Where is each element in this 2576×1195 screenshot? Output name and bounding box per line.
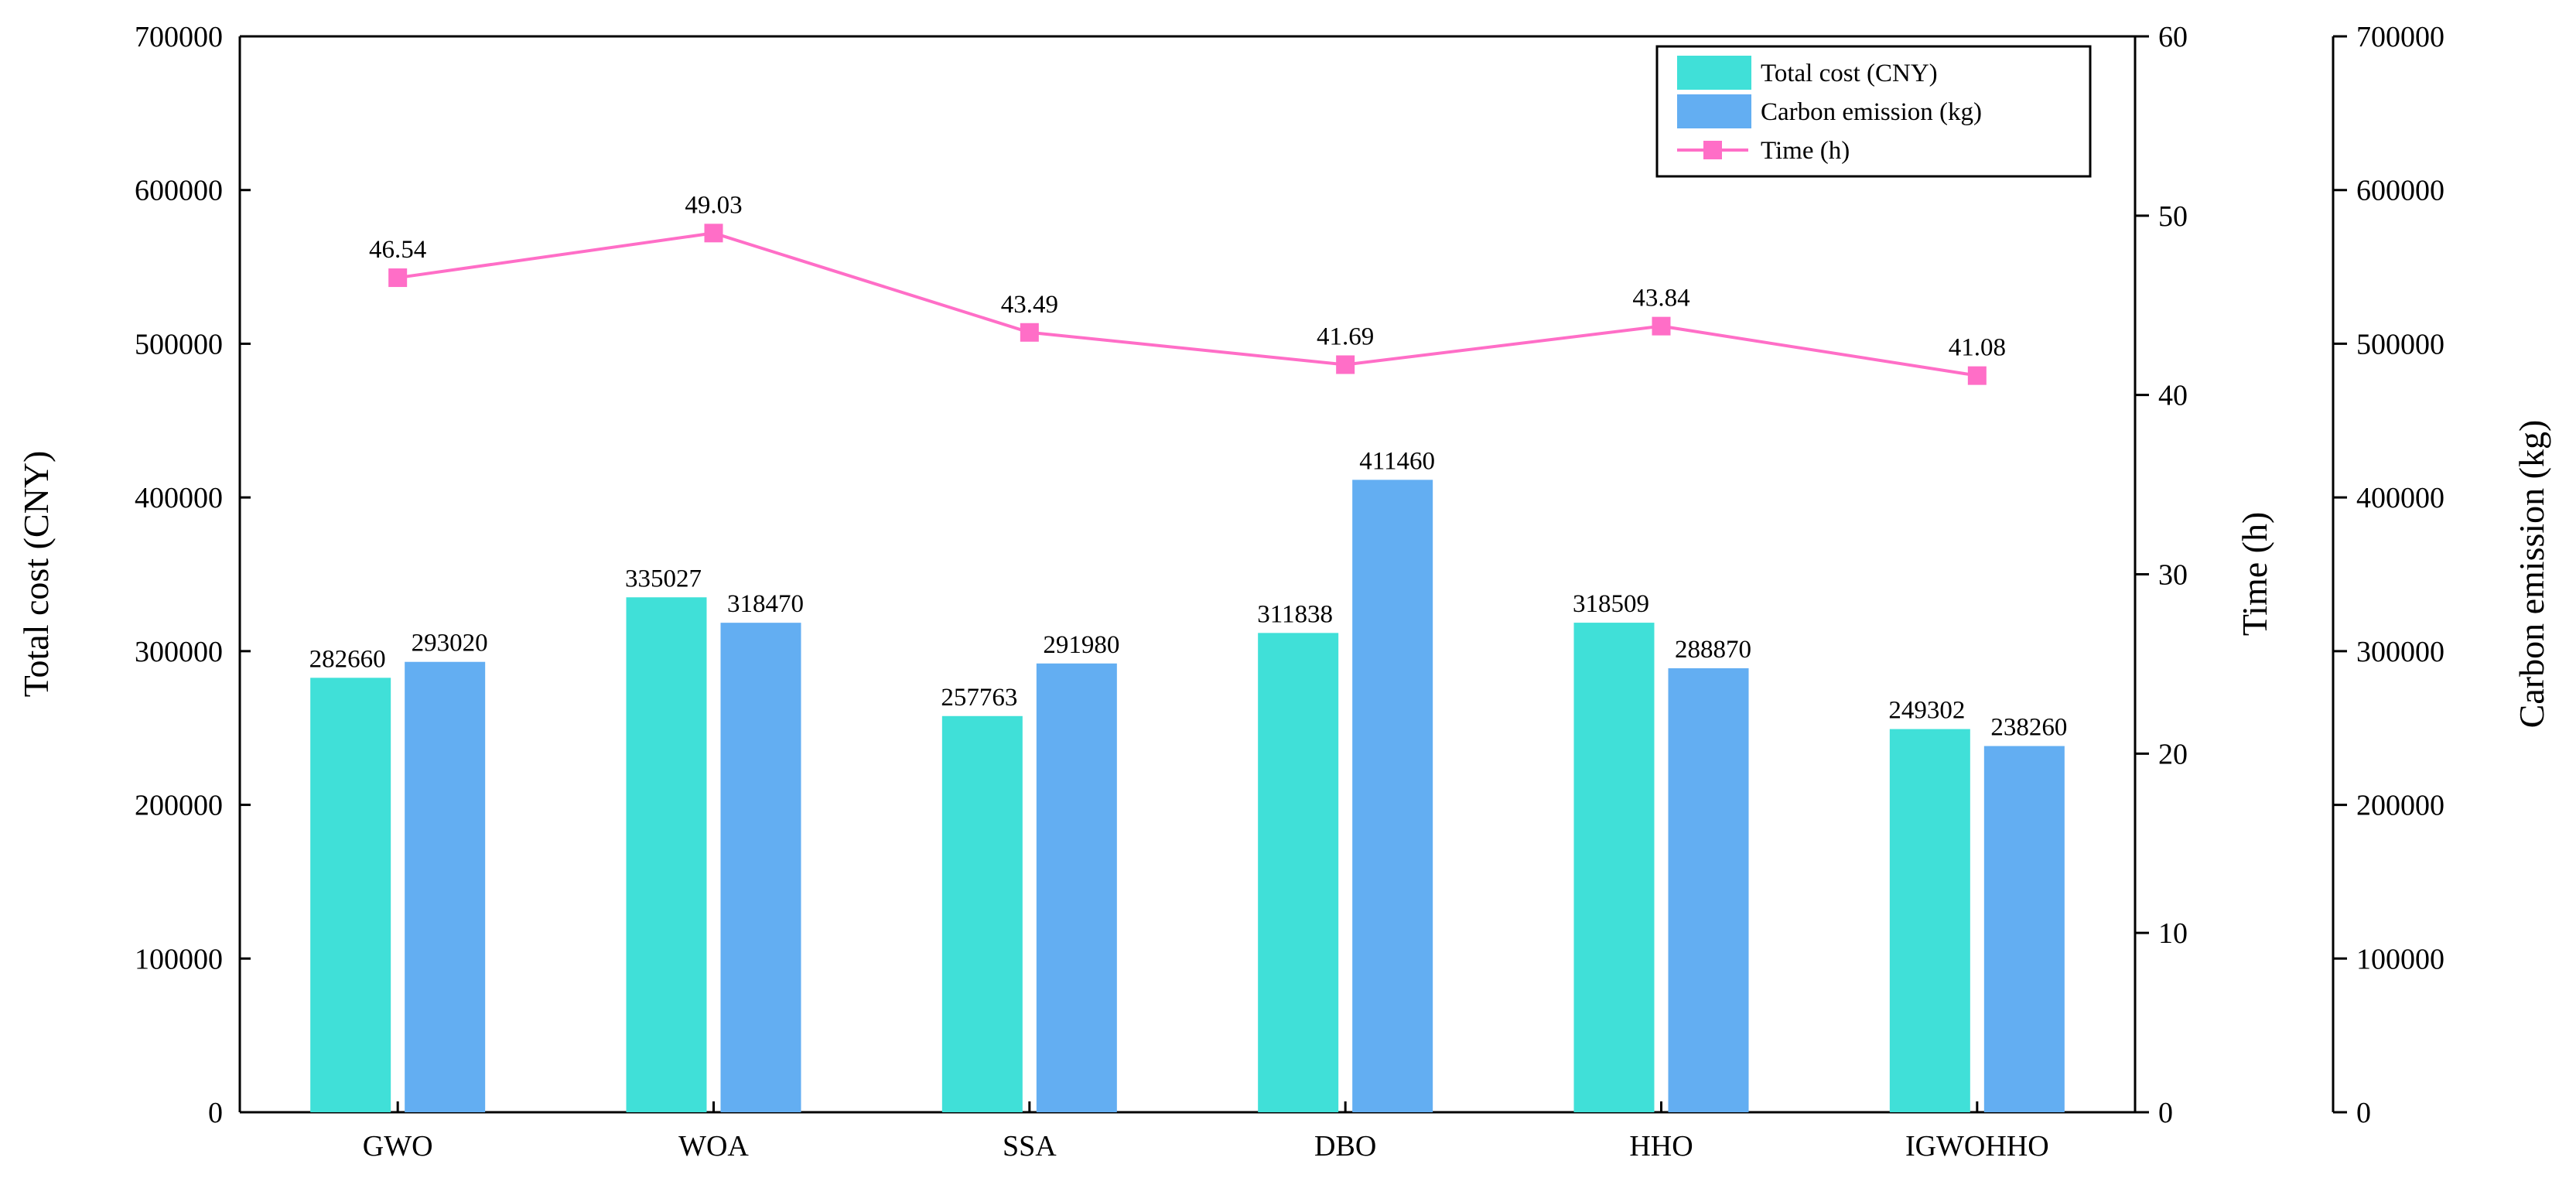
bars — [310, 480, 2065, 1112]
left-tick-label: 200000 — [135, 790, 223, 822]
total-cost-value-label: 311838 — [1257, 600, 1333, 628]
time-tick-label: 40 — [2158, 380, 2188, 412]
carbon-emission-value-label: 291980 — [1043, 631, 1119, 659]
time-tick-label: 0 — [2158, 1097, 2173, 1129]
time-value-label: 43.84 — [1632, 285, 1689, 312]
category-label: HHO — [1629, 1130, 1693, 1163]
legend-label: Carbon emission (kg) — [1761, 98, 1982, 126]
total-cost-bar — [626, 597, 707, 1112]
carbon-emission-bar — [405, 661, 486, 1112]
total-cost-bar — [1889, 729, 1970, 1112]
carbon-tick-label: 500000 — [2356, 328, 2444, 360]
total-cost-bar — [310, 678, 391, 1112]
carbon-axis-title: Carbon emission (kg) — [2512, 420, 2551, 729]
category-label: WOA — [678, 1130, 749, 1163]
carbon-tick-label: 200000 — [2356, 790, 2444, 822]
legend: Total cost (CNY) Carbon emission (kg) Time… — [1655, 45, 2092, 178]
category-labels: GWO WOA SSA DBO HHO IGWOHHO — [363, 1101, 2049, 1163]
carbon-tick-label: 300000 — [2356, 636, 2444, 668]
carbon-tick-label: 100000 — [2356, 943, 2444, 975]
carbon-emission-value-label: 293020 — [412, 630, 488, 657]
total-cost-bar — [1573, 623, 1655, 1112]
category-label: SSA — [1003, 1130, 1057, 1163]
carbon-emission-bar — [1352, 480, 1433, 1112]
legend-swatch — [1677, 56, 1751, 90]
carbon-tick-label: 600000 — [2356, 175, 2444, 207]
total-cost-value-label: 318509 — [1573, 590, 1649, 618]
carbon-tick-label: 700000 — [2356, 21, 2444, 53]
time-axis-title: Time (h) — [2235, 512, 2274, 637]
total-cost-value-label: 335027 — [625, 565, 702, 592]
time-tick-label: 20 — [2158, 738, 2188, 770]
legend-swatch — [1677, 94, 1751, 128]
bar-labels: 282660 293020 335027 318470 257763 291980 3118… — [309, 447, 2068, 741]
carbon-axis-ticks: 0 100000 200000 300000 400000 500000 600000 700… — [2333, 21, 2444, 1129]
time-axis-ticks: 0 10 20 30 40 50 60 — [2135, 21, 2188, 1129]
category-label: DBO — [1314, 1130, 1376, 1163]
time-line — [397, 231, 1978, 377]
time-tick-label: 50 — [2158, 200, 2188, 233]
left-tick-label: 300000 — [135, 636, 223, 668]
category-label: IGWOHHO — [1905, 1130, 2049, 1163]
left-tick-label: 100000 — [135, 943, 223, 975]
total-cost-value-label: 249302 — [1888, 697, 1965, 725]
carbon-emission-value-label: 318470 — [727, 590, 804, 618]
total-cost-value-label: 282660 — [309, 645, 386, 673]
carbon-tick-label: 0 — [2356, 1097, 2371, 1129]
carbon-emission-value-label: 288870 — [1675, 636, 1751, 664]
carbon-emission-bar — [1668, 667, 1749, 1112]
time-series: 46.54 49.03 43.49 41.69 43.84 41.08 — [369, 191, 2006, 385]
left-tick-label: 400000 — [135, 482, 223, 514]
total-cost-bar — [1258, 633, 1339, 1112]
time-value-label: 43.49 — [1001, 291, 1058, 319]
time-marker — [1967, 366, 1987, 385]
time-marker — [704, 224, 723, 243]
left-axis-ticks: 0 100000 200000 300000 400000 500000 600000 700… — [135, 21, 251, 1129]
time-value-label: 41.69 — [1317, 323, 1374, 350]
carbon-emission-bar — [720, 623, 801, 1112]
left-tick-label: 0 — [208, 1097, 223, 1129]
total-cost-value-label: 257763 — [941, 684, 1017, 712]
left-tick-label: 600000 — [135, 175, 223, 207]
carbon-emission-value-label: 238260 — [1990, 714, 2067, 742]
left-tick-label: 500000 — [135, 328, 223, 360]
legend-marker-swatch — [1703, 141, 1722, 159]
total-cost-bar — [941, 715, 1023, 1112]
legend-label: Total cost (CNY) — [1761, 60, 1938, 87]
carbon-emission-bar — [1036, 663, 1117, 1112]
carbon-emission-bar — [1983, 746, 2065, 1112]
time-tick-label: 10 — [2158, 917, 2188, 950]
left-axis-title: Total cost (CNY) — [16, 451, 56, 698]
time-marker — [1336, 355, 1355, 374]
time-value-label: 49.03 — [685, 191, 742, 219]
time-tick-label: 60 — [2158, 21, 2188, 53]
legend-label: Time (h) — [1761, 137, 1850, 165]
time-tick-label: 30 — [2158, 559, 2188, 592]
time-marker — [1652, 316, 1671, 336]
category-label: GWO — [363, 1130, 433, 1163]
carbon-emission-value-label: 411460 — [1359, 447, 1435, 475]
left-tick-label: 700000 — [135, 21, 223, 53]
carbon-tick-label: 400000 — [2356, 482, 2444, 514]
time-value-label: 46.54 — [369, 236, 426, 264]
time-marker — [388, 268, 408, 288]
time-marker — [1020, 323, 1039, 342]
time-value-label: 41.08 — [1949, 334, 2006, 362]
